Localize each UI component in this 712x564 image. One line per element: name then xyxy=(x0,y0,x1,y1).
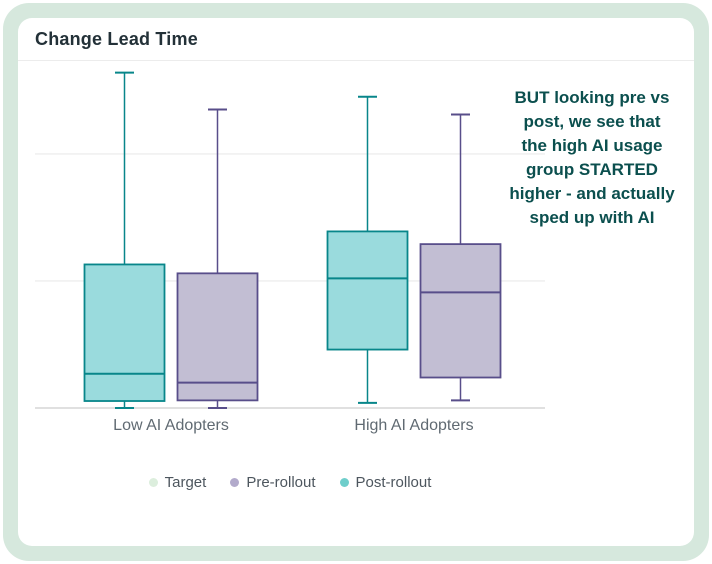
legend-label: Target xyxy=(164,474,207,491)
boxplot-box-post-rollout-high[interactable] xyxy=(326,95,409,404)
annotation-text: BUT looking pre vs post, we see that the… xyxy=(509,88,675,227)
legend-dot-icon xyxy=(339,478,349,487)
legend-label: Post-rollout xyxy=(355,474,432,491)
chart-legend: Target Pre-rollout Post-rollout xyxy=(35,474,545,491)
legend-dot-icon xyxy=(148,478,158,487)
legend-dot-icon xyxy=(230,478,240,487)
card-header: Change Lead Time xyxy=(18,18,694,61)
boxplot-box-pre-rollout-high[interactable] xyxy=(419,113,502,402)
x-axis-label-low: Low AI Adopters xyxy=(113,417,229,434)
legend-item-pre-rollout[interactable]: Pre-rollout xyxy=(230,474,316,491)
legend-label: Pre-rollout xyxy=(246,474,316,491)
card-title: Change Lead Time xyxy=(35,29,198,49)
legend-item-target[interactable]: Target xyxy=(148,474,207,491)
boxplot-box-post-rollout-low[interactable] xyxy=(83,71,166,409)
boxplot-box-pre-rollout-low[interactable] xyxy=(176,108,259,409)
legend-item-post-rollout[interactable]: Post-rollout xyxy=(339,474,432,491)
x-axis-label-high: High AI Adopters xyxy=(354,417,474,434)
